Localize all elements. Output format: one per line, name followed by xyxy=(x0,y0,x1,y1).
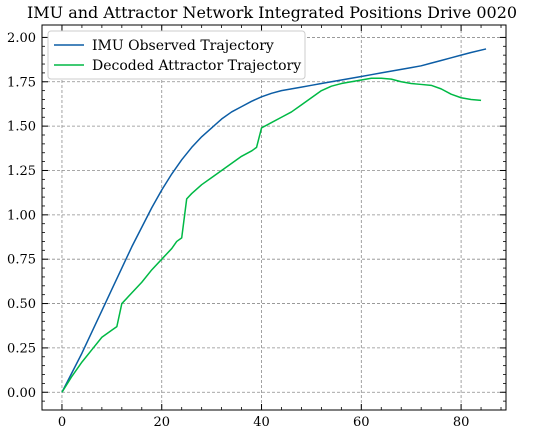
legend-label-attractor: Decoded Attractor Trajectory xyxy=(92,58,301,74)
series-line-attractor xyxy=(61,77,482,393)
series-lines xyxy=(61,48,487,393)
y-tick-label: 1.50 xyxy=(7,120,36,135)
chart-title: IMU and Attractor Network Integrated Pos… xyxy=(27,3,517,22)
legend-box xyxy=(47,30,306,80)
x-tick-label: 80 xyxy=(453,415,470,430)
y-tick-labels: 0.00 0.25 0.50 0.75 1.00 1.25 1.50 1.75 2.00 xyxy=(7,31,36,401)
grid xyxy=(42,25,506,410)
x-tick-label: 60 xyxy=(353,415,370,430)
y-tick-label: 2.00 xyxy=(7,31,36,46)
y-tick-label: 0.00 xyxy=(7,386,36,401)
y-tick-label: 0.75 xyxy=(7,253,36,268)
y-tick-label: 1.75 xyxy=(7,75,36,90)
x-tick-label: 0 xyxy=(58,415,66,430)
y-tick-label: 1.25 xyxy=(7,164,36,179)
legend: IMU Observed Trajectory Decoded Attracto… xyxy=(47,30,306,80)
y-tick-label: 1.00 xyxy=(7,208,36,223)
y-tick-label: 0.50 xyxy=(7,297,36,312)
axis-ticks xyxy=(41,25,506,411)
plot-frame xyxy=(41,24,507,411)
y-tick-label: 0.25 xyxy=(7,341,36,356)
x-tick-labels: 0 20 40 60 80 xyxy=(58,415,470,430)
legend-label-imu: IMU Observed Trajectory xyxy=(92,38,274,54)
series-line-imu xyxy=(61,48,487,393)
x-tick-label: 40 xyxy=(253,415,270,430)
x-tick-label: 20 xyxy=(153,415,170,430)
plot-area xyxy=(42,25,506,410)
